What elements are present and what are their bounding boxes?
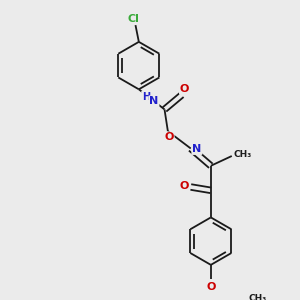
Text: N: N — [192, 144, 202, 154]
Text: O: O — [206, 282, 215, 292]
Text: O: O — [164, 132, 174, 142]
Text: CH₃: CH₃ — [233, 150, 251, 159]
Text: N: N — [149, 96, 158, 106]
Text: Cl: Cl — [128, 14, 140, 24]
Text: O: O — [180, 84, 189, 94]
Text: O: O — [180, 181, 189, 190]
Text: CH₃: CH₃ — [248, 294, 266, 300]
Text: H: H — [142, 92, 150, 102]
